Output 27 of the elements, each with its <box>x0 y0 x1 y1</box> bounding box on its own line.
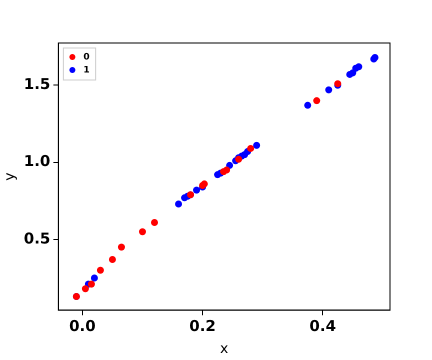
x-axis-title: x <box>220 341 228 358</box>
point <box>325 86 332 94</box>
point <box>150 218 158 226</box>
point <box>304 102 312 109</box>
point <box>88 280 95 288</box>
point <box>138 228 146 236</box>
point <box>90 274 98 282</box>
y-tick-label: 1.5 <box>24 75 50 94</box>
y-tick-label: 1.0 <box>24 152 50 170</box>
x-tick-label: 0.0 <box>69 317 96 336</box>
point <box>355 63 362 70</box>
x-tick-label: 0.4 <box>309 317 336 336</box>
point <box>247 144 254 152</box>
point <box>193 186 200 194</box>
x-tick-label: 0.2 <box>189 317 216 336</box>
point <box>108 256 116 263</box>
point <box>96 266 104 274</box>
legend-label: 1 <box>83 65 90 76</box>
y-tick-label: 0.5 <box>24 229 50 248</box>
point <box>82 285 89 292</box>
y-axis-title: y <box>2 172 18 181</box>
point <box>313 97 320 104</box>
point <box>253 142 260 149</box>
point <box>118 244 125 251</box>
point <box>175 200 182 208</box>
point <box>223 166 230 174</box>
legend-label: 0 <box>83 52 90 62</box>
